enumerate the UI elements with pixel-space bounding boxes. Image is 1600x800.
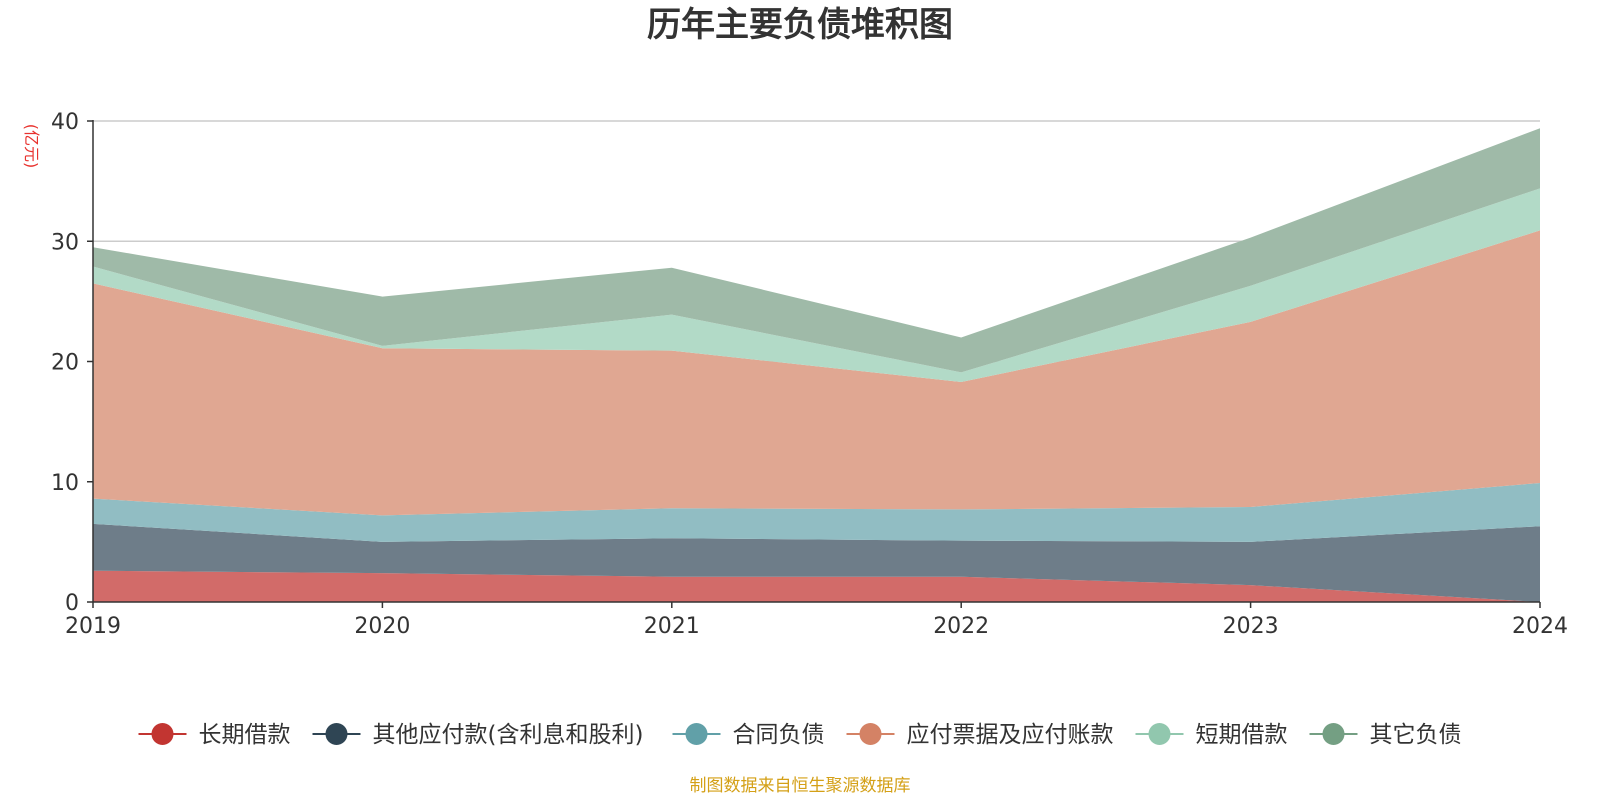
y-axis-unit-label: (亿元) (22, 124, 41, 169)
legend-marker (325, 723, 348, 745)
legend-label: 长期借款 (199, 722, 291, 748)
x-tick-label-2020: 2020 (354, 614, 410, 639)
y-tick-label-20: 20 (51, 351, 79, 376)
area-series-4 (93, 230, 1540, 516)
legend-label: 其他应付款(含利息和股利) (373, 722, 644, 748)
area-series-6 (93, 128, 1540, 373)
legend-item-6: 其它负债 (1309, 722, 1462, 748)
y-tick-label-0: 0 (65, 591, 79, 616)
source-note: 制图数据来自恒生聚源数据库 (690, 776, 911, 796)
legend-label: 应付票据及应付账款 (907, 722, 1114, 748)
legend-item-5: 短期借款 (1135, 722, 1288, 748)
axes (87, 120, 1541, 608)
x-tick-label-2023: 2023 (1223, 614, 1279, 639)
legend: 长期借款 其他应付款(含利息和股利) 合同负债 应付票据及应付账款 短期借款 其它负债 (138, 722, 1462, 748)
chart-title: 历年主要负债堆积图 (647, 5, 953, 45)
legend-item-4: 应付票据及应付账款 (846, 722, 1114, 748)
legend-item-1: 长期借款 (138, 722, 291, 748)
y-tick-label-10: 10 (51, 471, 79, 496)
legend-marker (685, 723, 708, 745)
legend-marker (859, 723, 882, 745)
y-tick-label-40: 40 (51, 110, 79, 135)
area-series-5 (93, 188, 1540, 382)
legend-marker (1322, 723, 1345, 745)
x-tick-label-2024: 2024 (1512, 614, 1568, 639)
x-tick-label-2021: 2021 (644, 614, 700, 639)
tick-labels: 0 10 20 30 40 2019 2020 2021 2022 2023 2024 (51, 110, 1568, 639)
legend-label: 合同负债 (733, 722, 825, 748)
legend-label: 其它负债 (1370, 722, 1462, 748)
legend-item-3: 合同负债 (672, 722, 825, 748)
area-series-3 (93, 482, 1540, 542)
legend-marker (151, 723, 174, 745)
area-series-1 (93, 570, 1540, 602)
legend-item-2: 其他应付款(含利息和股利) (312, 722, 644, 748)
x-tick-label-2019: 2019 (65, 614, 121, 639)
area-series-2 (93, 523, 1540, 602)
area-series (93, 128, 1540, 602)
y-tick-label-30: 30 (51, 230, 79, 255)
x-tick-label-2022: 2022 (933, 614, 989, 639)
legend-label: 短期借款 (1196, 722, 1288, 748)
legend-marker (1148, 723, 1171, 745)
